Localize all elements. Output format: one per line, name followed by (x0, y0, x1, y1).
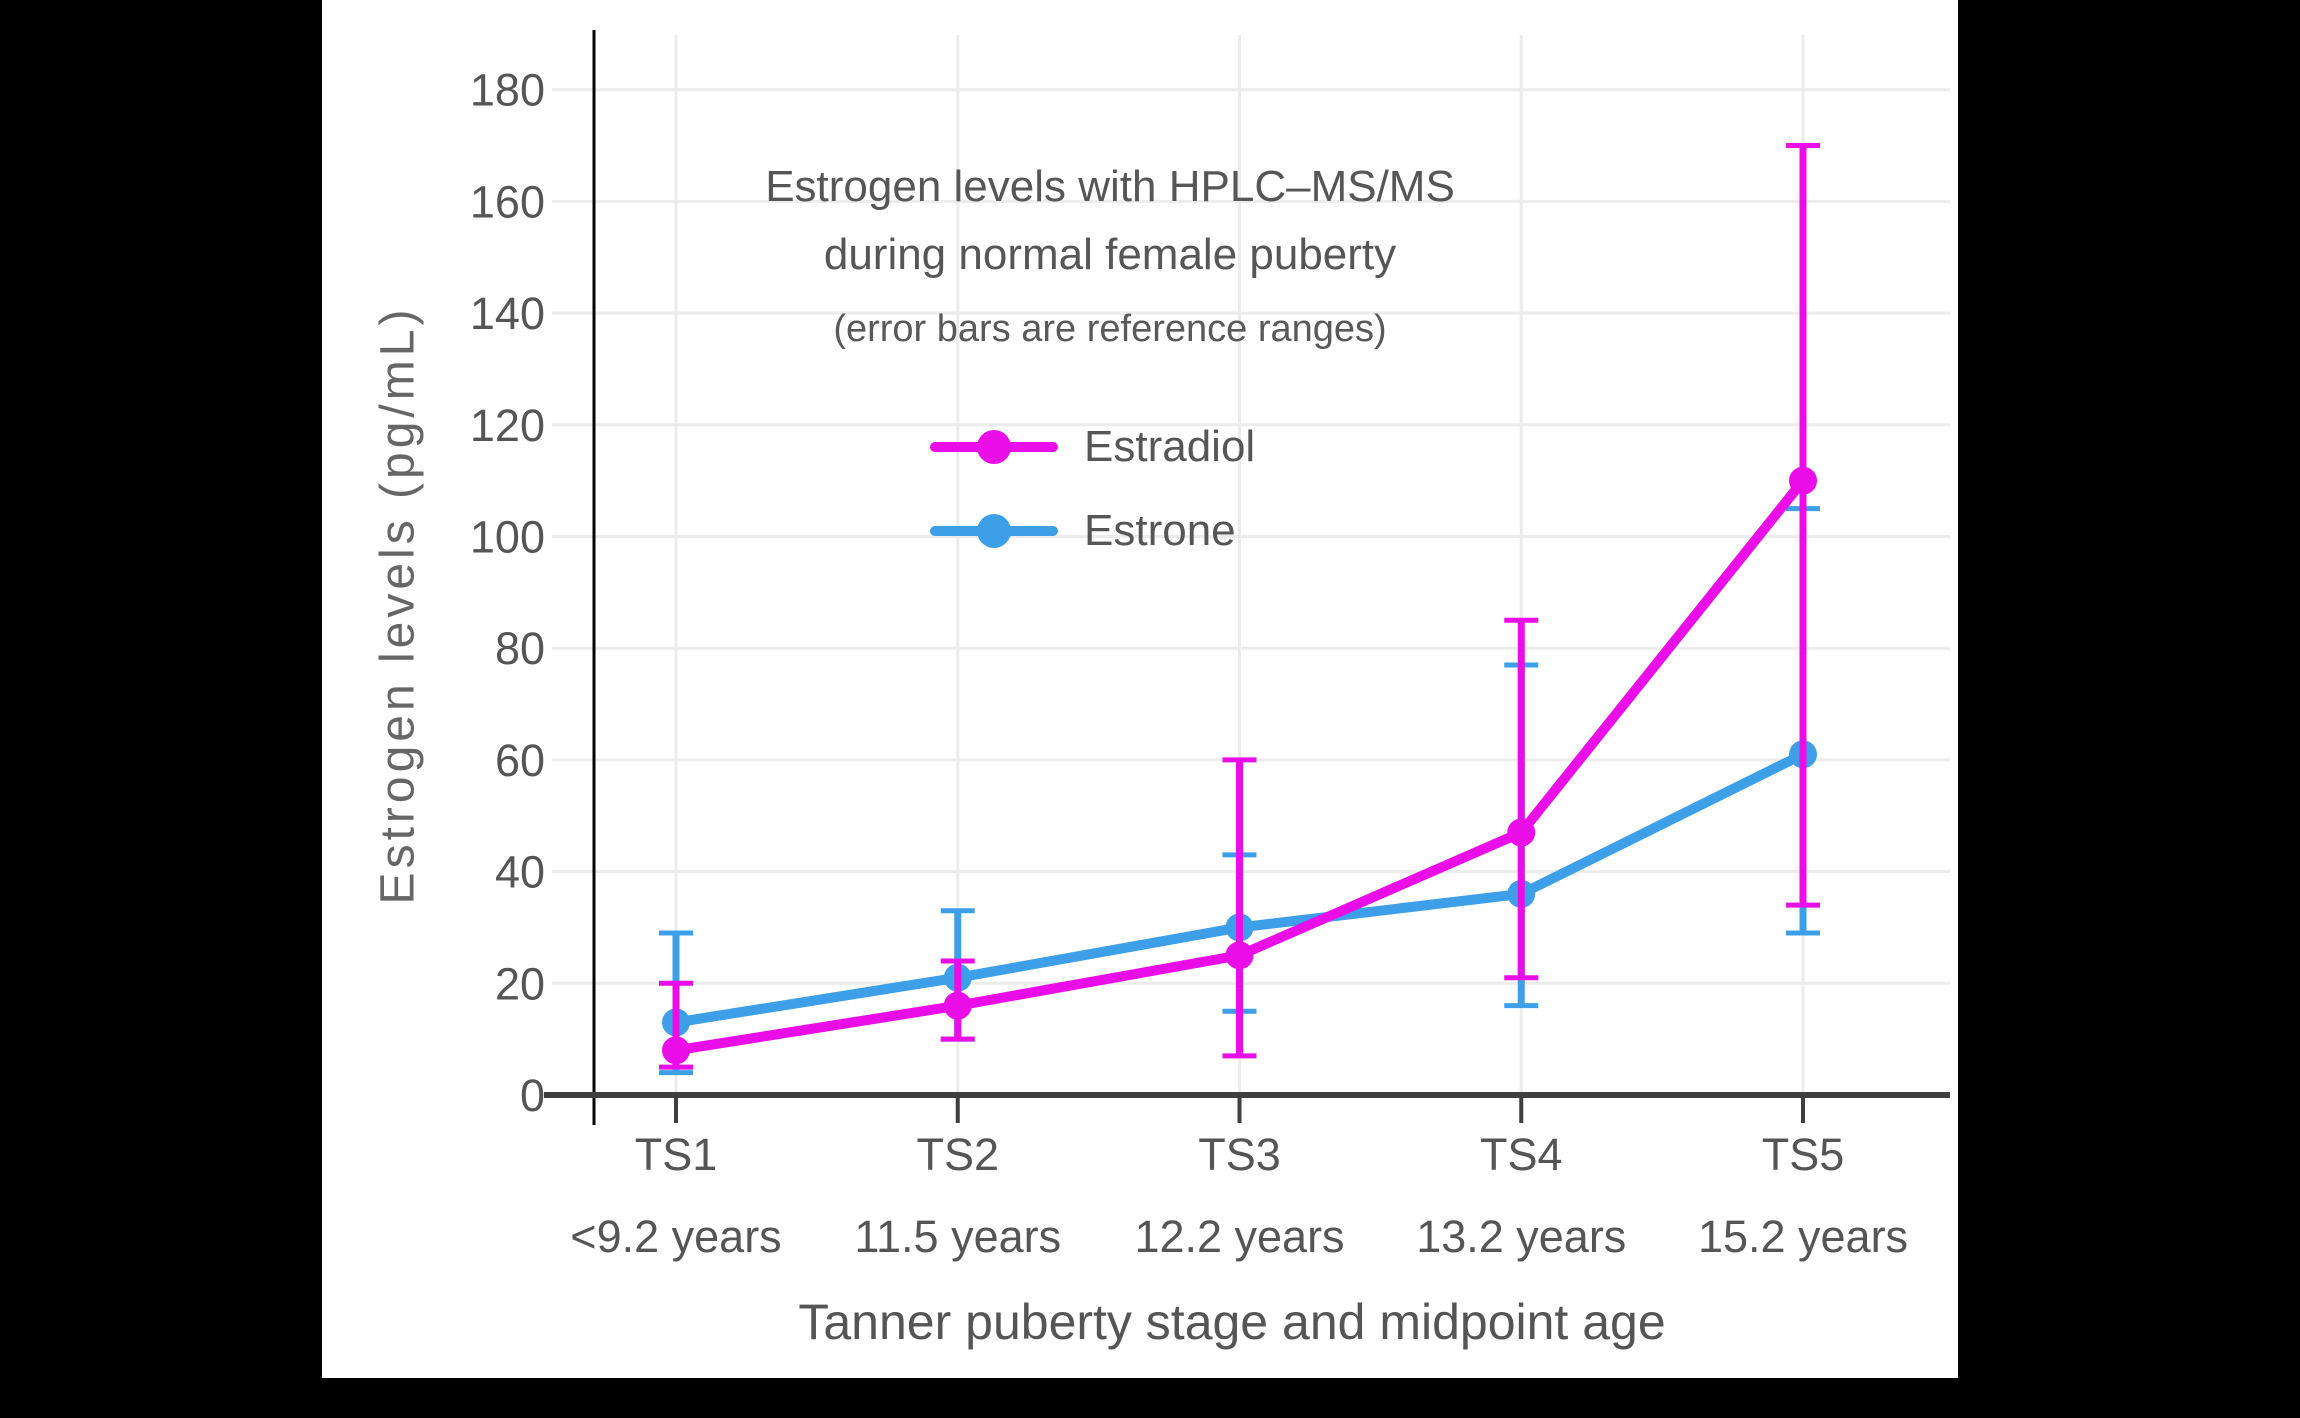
x-tick-stage-label: TS5 (1762, 1129, 1845, 1180)
chart-title-line-2: during normal female puberty (823, 230, 1397, 279)
x-tick-age-label: 13.2 years (1416, 1211, 1626, 1262)
x-tick-stage-label: TS2 (916, 1129, 999, 1180)
chart-title-line-1: Estrogen levels with HPLC–MS/MS (765, 162, 1455, 211)
y-tick-label: 140 (470, 288, 545, 339)
x-tick-age-label: <9.2 years (570, 1211, 781, 1262)
data-point-estradiol (1507, 818, 1536, 847)
data-point-estradiol (662, 1036, 690, 1065)
data-point-estradiol (1225, 941, 1254, 970)
chart-canvas: 0 20 40 60 80 100 120 140 160 180 TS1 <9.2 years TS2… (322, 0, 1958, 1378)
x-tick-stage-label: TS1 (635, 1129, 718, 1180)
y-tick-label: 80 (495, 623, 545, 674)
y-tick-label: 120 (470, 400, 545, 451)
y-axis-label: Estrogen levels (pg/mL) (371, 305, 425, 905)
y-tick-label: 160 (470, 176, 545, 227)
x-tick-age-label: 11.5 years (854, 1211, 1061, 1262)
legend-label-estrone: Estrone (1084, 506, 1236, 555)
legend-label-estradiol: Estradiol (1084, 422, 1256, 471)
legend-item-estrone: Estrone (930, 502, 1255, 560)
y-tick-label: 180 (470, 65, 545, 116)
chart-subtitle: (error bars are reference ranges) (833, 308, 1387, 350)
y-tick-label: 40 (495, 847, 545, 898)
legend-item-estradiol: Estradiol (930, 418, 1255, 476)
estradiol-marker-dot (977, 430, 1011, 464)
data-point-estradiol (943, 991, 972, 1020)
y-tick-label: 60 (495, 735, 545, 786)
x-tick-stage-label: TS4 (1480, 1129, 1563, 1180)
x-tick-stage-label: TS3 (1198, 1129, 1281, 1180)
estrone-marker-dot (977, 514, 1011, 548)
estradiol-line-swatch (930, 430, 1058, 464)
estrone-line-swatch (930, 514, 1058, 548)
x-axis-label: Tanner puberty stage and midpoint age (798, 1294, 1666, 1350)
y-tick-label: 0 (520, 1070, 545, 1121)
x-tick-age-label: 15.2 years (1698, 1211, 1908, 1262)
chart-svg: 0 20 40 60 80 100 120 140 160 180 TS1 <9.2 years TS2… (470, 30, 1950, 1262)
legend: Estradiol Estrone (930, 418, 1255, 560)
data-point-estradiol (1789, 466, 1817, 495)
y-tick-label: 100 (470, 512, 545, 563)
y-tick-label: 20 (495, 958, 545, 1009)
x-tick-age-label: 12.2 years (1134, 1211, 1344, 1262)
